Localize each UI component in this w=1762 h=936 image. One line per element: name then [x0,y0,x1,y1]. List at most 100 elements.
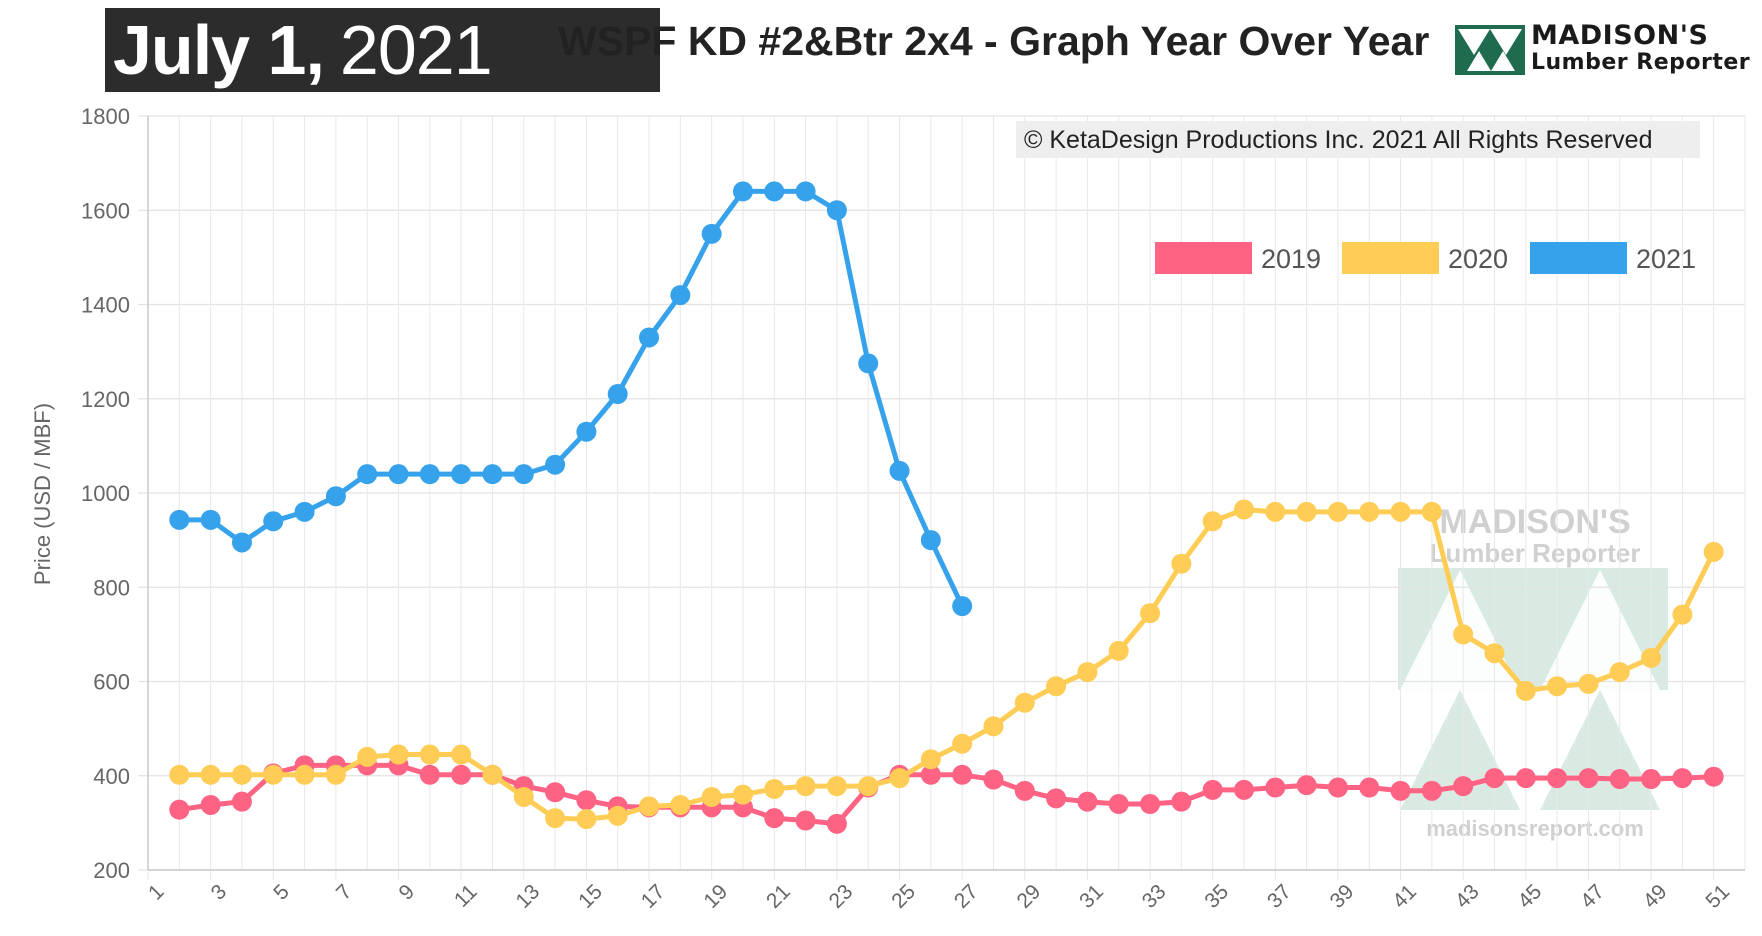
data-point-2020 [795,776,816,797]
data-point-2019 [1233,779,1254,800]
data-point-2021 [419,464,440,485]
logo-text-line2: Lumber Reporter [1531,50,1751,75]
data-point-2020 [1515,680,1536,701]
x-tick-label: 5 [269,880,294,905]
chart-title: WSPF KD #2&Btr 2x4 - Graph Year Over Yea… [558,18,1430,64]
data-point-2020 [1327,501,1348,522]
x-tick-label: 39 [1326,880,1359,913]
y-tick-label: 400 [93,764,130,789]
data-point-2020 [1484,643,1505,664]
data-point-2021 [482,464,503,485]
data-point-2020 [325,764,346,785]
data-point-2021 [858,353,879,374]
data-point-2020 [1703,541,1724,562]
data-point-2021 [826,200,847,221]
data-point-2021 [263,511,284,532]
watermark-line1: MADISON'S [1439,503,1630,541]
data-point-2020 [1014,692,1035,713]
x-tick-label: 49 [1639,880,1672,913]
data-point-2020 [1547,676,1568,697]
data-point-2019 [545,782,566,803]
x-tick-label: 1 [144,880,169,905]
x-tick-label: 43 [1451,880,1484,913]
legend-swatch-2020 [1342,242,1439,274]
data-point-2020 [545,808,566,829]
data-point-2020 [607,805,628,826]
y-tick-label: 1200 [81,387,130,412]
data-point-2020 [764,778,785,799]
data-point-2021 [200,509,221,530]
brand-logo: MADISON'S Lumber Reporter [1455,20,1755,80]
data-point-2019 [764,808,785,829]
data-point-2019 [826,813,847,834]
data-point-2020 [1421,501,1442,522]
data-point-2020 [576,809,597,830]
data-point-2019 [576,790,597,811]
data-point-2019 [1547,768,1568,789]
data-point-2020 [1578,673,1599,694]
data-point-2020 [1359,501,1380,522]
data-point-2020 [1641,647,1662,668]
y-tick-label: 1400 [81,293,130,318]
data-point-2019 [983,769,1004,790]
logo-text-line1: MADISON'S [1531,20,1709,51]
data-point-2020 [263,764,284,785]
data-point-2020 [1202,511,1223,532]
data-point-2019 [1578,768,1599,789]
data-point-2019 [1484,768,1505,789]
x-tick-label: 17 [637,880,670,913]
x-tick-label: 9 [394,880,419,905]
data-point-2019 [451,764,472,785]
y-tick-label: 200 [93,858,130,883]
x-tick-label: 37 [1263,880,1296,913]
data-point-2020 [169,764,190,785]
data-point-2019 [231,791,252,812]
data-point-2021 [357,464,378,485]
data-point-2020 [1046,676,1067,697]
data-point-2020 [419,744,440,765]
watermark-triangle [1540,570,1660,690]
series-2020 [169,499,1724,830]
data-point-2020 [451,744,472,765]
copyright-notice: © KetaDesign Productions Inc. 2021 All R… [1016,121,1700,158]
watermark-line2: Lumber Reporter [1430,538,1641,568]
y-tick-label: 1000 [81,481,130,506]
chart-legend: 2019 2020 2021 [1155,242,1696,274]
data-point-2019 [1140,794,1161,815]
x-tick-label: 27 [950,880,983,913]
data-point-2020 [482,764,503,785]
y-tick-label: 1800 [81,104,130,129]
data-point-2021 [169,509,190,530]
data-point-2019 [1014,780,1035,801]
data-point-2021 [639,327,660,348]
legend-label-2020: 2020 [1448,244,1508,274]
y-tick-label: 1600 [81,198,130,223]
legend-swatch-2021 [1530,242,1627,274]
data-point-2020 [701,786,722,807]
data-point-2021 [325,486,346,507]
data-point-2020 [1453,624,1474,645]
data-point-2020 [826,776,847,797]
data-point-2019 [1359,777,1380,798]
data-point-2020 [1672,604,1693,625]
data-point-2019 [1390,780,1411,801]
y-tick-label: 800 [93,575,130,600]
x-tick-label: 11 [450,880,482,912]
data-point-2019 [1515,768,1536,789]
date-year: 2021 [339,11,493,89]
data-point-2020 [858,776,879,797]
x-tick-label: 21 [762,880,795,913]
x-tick-label: 33 [1138,880,1171,913]
data-point-2019 [1421,780,1442,801]
data-point-2019 [169,799,190,820]
data-point-2020 [388,744,409,765]
data-point-2021 [576,421,597,442]
copyright-text: © KetaDesign Productions Inc. 2021 All R… [1024,126,1652,154]
data-point-2020 [1265,501,1286,522]
data-point-2020 [294,764,315,785]
legend-label-2021: 2021 [1636,244,1696,274]
data-point-2020 [1233,499,1254,520]
date-banner: July 1, 2021 [105,8,660,92]
legend-label-2019: 2019 [1261,244,1321,274]
logo-mark-icon [1455,25,1525,75]
